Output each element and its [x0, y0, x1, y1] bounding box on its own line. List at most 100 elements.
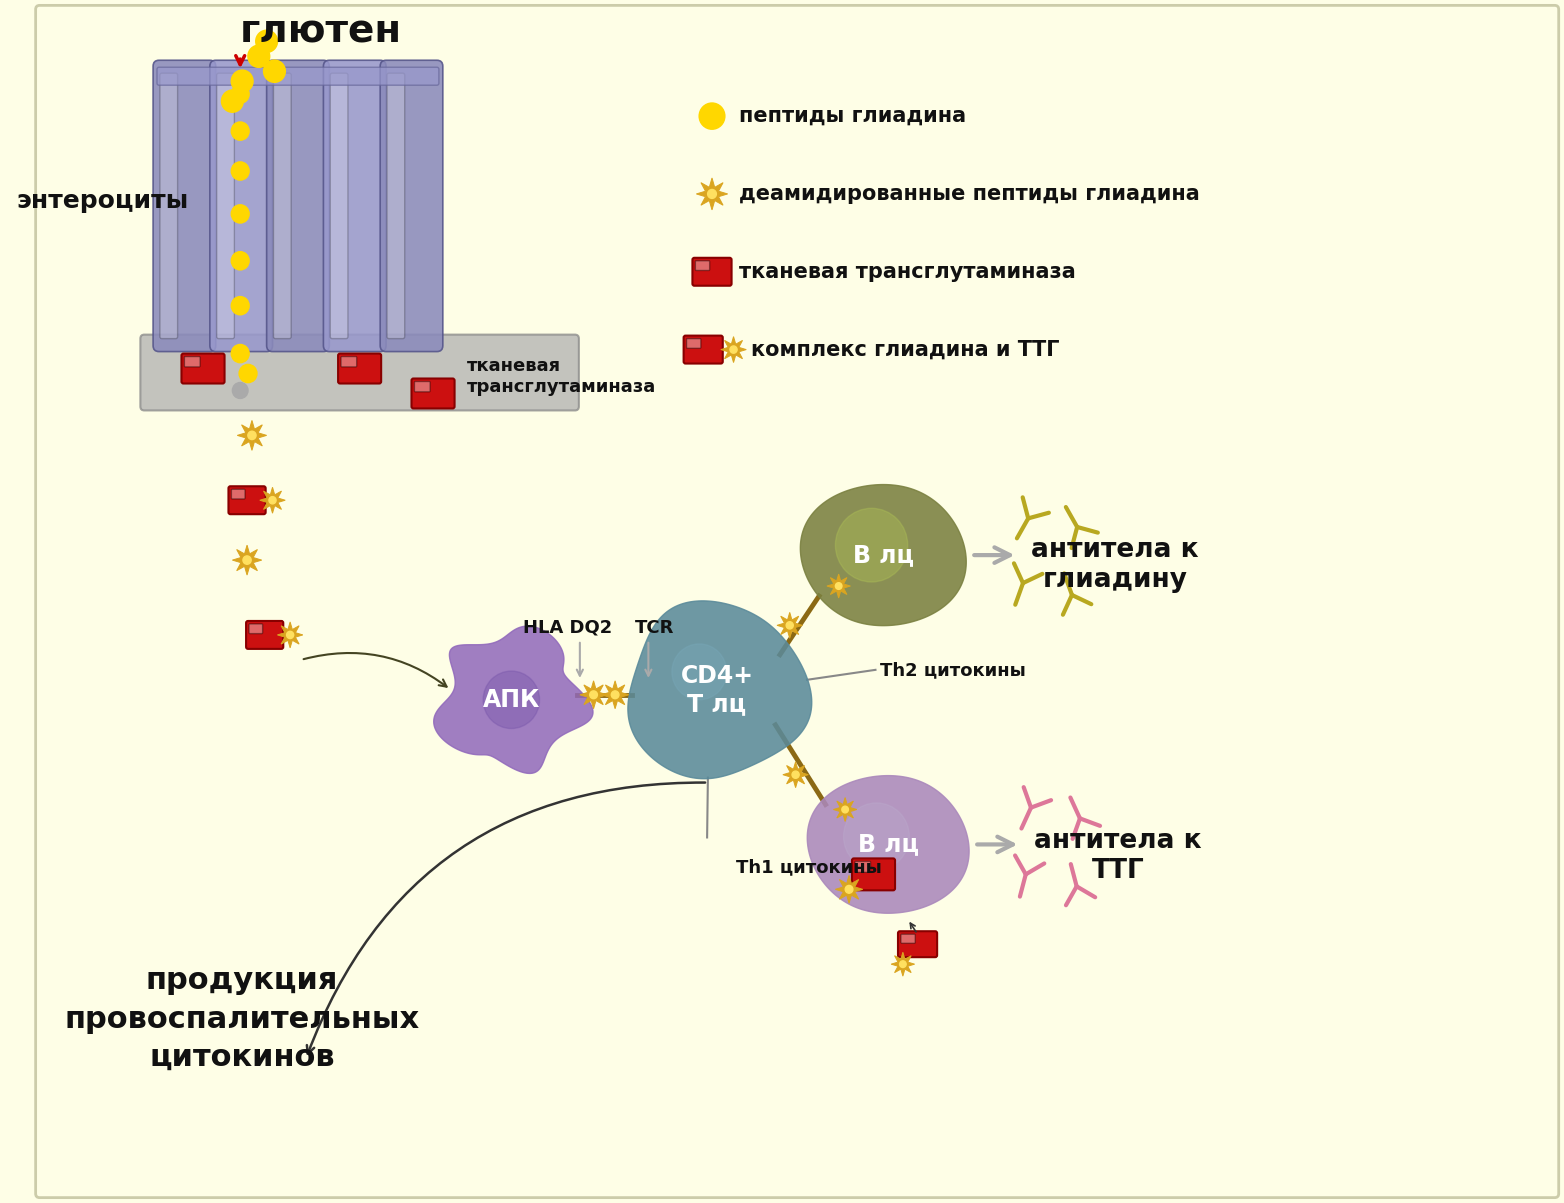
Circle shape	[707, 190, 716, 198]
Polygon shape	[260, 487, 285, 514]
Circle shape	[242, 556, 252, 564]
Circle shape	[841, 806, 848, 813]
FancyBboxPatch shape	[246, 621, 283, 648]
Polygon shape	[721, 337, 746, 362]
Circle shape	[231, 205, 249, 223]
FancyBboxPatch shape	[411, 379, 455, 409]
Text: тканевая трансглутаминаза: тканевая трансглутаминаза	[740, 262, 1076, 282]
Text: антитела к
глиадину: антитела к глиадину	[1032, 537, 1200, 593]
Circle shape	[264, 60, 285, 82]
FancyBboxPatch shape	[852, 859, 895, 890]
Polygon shape	[827, 574, 851, 598]
Text: В лц: В лц	[852, 543, 913, 567]
Text: продукция
провоспалительных
цитокинов: продукция провоспалительных цитокинов	[64, 966, 419, 1072]
Text: АПК: АПК	[483, 688, 540, 712]
Text: глютен: глютен	[239, 12, 402, 51]
Circle shape	[231, 297, 249, 315]
Polygon shape	[580, 681, 607, 709]
FancyBboxPatch shape	[687, 338, 701, 348]
FancyBboxPatch shape	[901, 935, 915, 943]
Circle shape	[269, 497, 277, 504]
Text: деамидированные пептиды глиадина: деамидированные пептиды глиадина	[740, 184, 1200, 205]
FancyBboxPatch shape	[156, 67, 439, 85]
Polygon shape	[602, 681, 629, 709]
FancyBboxPatch shape	[696, 261, 710, 271]
FancyArrowPatch shape	[978, 836, 1013, 852]
Text: энтероциты: энтероциты	[16, 189, 188, 213]
FancyBboxPatch shape	[185, 356, 200, 367]
Circle shape	[673, 644, 727, 700]
FancyBboxPatch shape	[380, 60, 443, 351]
Circle shape	[286, 632, 294, 639]
Circle shape	[222, 90, 242, 112]
FancyBboxPatch shape	[693, 257, 732, 286]
Circle shape	[835, 582, 841, 589]
Circle shape	[239, 365, 256, 383]
Circle shape	[231, 70, 253, 93]
Circle shape	[231, 162, 249, 180]
FancyBboxPatch shape	[141, 334, 579, 410]
Text: антитела к
ТТГ: антитела к ТТГ	[1034, 829, 1203, 884]
Polygon shape	[238, 420, 266, 450]
Polygon shape	[891, 953, 915, 976]
Polygon shape	[696, 178, 727, 209]
FancyBboxPatch shape	[324, 60, 386, 351]
Circle shape	[845, 885, 852, 894]
Text: CD4+
Т лц: CD4+ Т лц	[680, 664, 754, 716]
Circle shape	[899, 961, 906, 967]
Circle shape	[231, 123, 249, 140]
Polygon shape	[627, 600, 812, 778]
Circle shape	[231, 85, 249, 103]
FancyBboxPatch shape	[338, 354, 382, 384]
Polygon shape	[834, 798, 857, 822]
Circle shape	[231, 251, 249, 269]
Circle shape	[843, 802, 909, 870]
Polygon shape	[801, 485, 967, 626]
Text: комплекс глиадина и ТТГ: комплекс глиадина и ТТГ	[751, 339, 1060, 360]
FancyBboxPatch shape	[210, 60, 272, 351]
FancyBboxPatch shape	[274, 73, 291, 338]
FancyBboxPatch shape	[341, 356, 357, 367]
Circle shape	[699, 103, 724, 129]
Polygon shape	[835, 876, 863, 903]
Polygon shape	[233, 545, 261, 575]
FancyBboxPatch shape	[683, 336, 723, 363]
Circle shape	[590, 691, 597, 699]
FancyBboxPatch shape	[266, 60, 330, 351]
FancyBboxPatch shape	[153, 60, 216, 351]
Text: Th2 цитокины: Th2 цитокины	[881, 660, 1026, 678]
FancyBboxPatch shape	[414, 381, 430, 392]
Circle shape	[247, 431, 256, 439]
FancyBboxPatch shape	[36, 5, 1559, 1198]
Circle shape	[256, 30, 277, 52]
FancyBboxPatch shape	[249, 624, 263, 634]
FancyBboxPatch shape	[228, 486, 266, 514]
FancyBboxPatch shape	[231, 490, 246, 499]
Circle shape	[730, 346, 737, 354]
Circle shape	[249, 46, 269, 67]
FancyBboxPatch shape	[160, 73, 178, 338]
Polygon shape	[807, 776, 970, 913]
FancyBboxPatch shape	[330, 73, 347, 338]
Polygon shape	[777, 612, 802, 639]
Text: пептиды глиадина: пептиды глиадина	[740, 106, 967, 126]
Text: Th1 цитокины: Th1 цитокины	[737, 859, 882, 876]
FancyBboxPatch shape	[856, 861, 871, 872]
Circle shape	[787, 622, 793, 629]
Polygon shape	[784, 761, 809, 788]
FancyArrowPatch shape	[974, 547, 1010, 563]
FancyBboxPatch shape	[181, 354, 225, 384]
Circle shape	[835, 509, 907, 582]
Text: В лц: В лц	[857, 832, 918, 857]
Circle shape	[612, 691, 619, 699]
Polygon shape	[277, 622, 303, 648]
Circle shape	[791, 771, 799, 778]
Text: TCR: TCR	[635, 618, 674, 636]
Text: тканевая
трансглутаминаза: тканевая трансглутаминаза	[468, 357, 657, 396]
Polygon shape	[433, 626, 593, 774]
FancyBboxPatch shape	[386, 73, 405, 338]
Text: HLA DQ2: HLA DQ2	[522, 618, 612, 636]
FancyBboxPatch shape	[898, 931, 937, 958]
Circle shape	[233, 383, 249, 398]
Circle shape	[231, 344, 249, 362]
